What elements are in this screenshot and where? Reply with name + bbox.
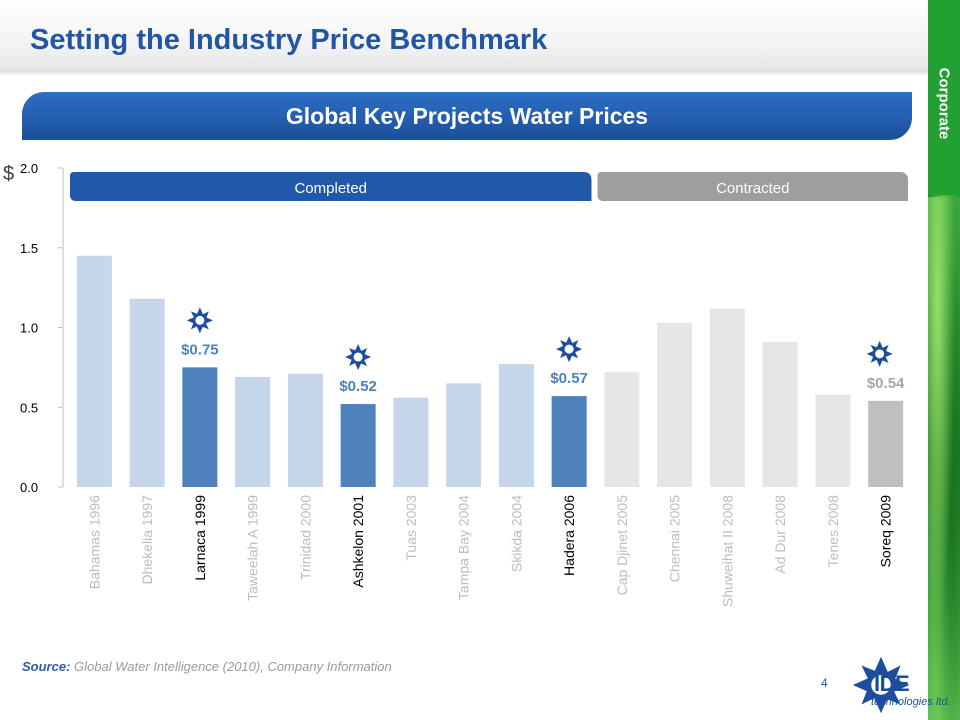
bar (604, 372, 640, 487)
x-tick-label: Ashkelon 2001 (350, 495, 366, 588)
data-label: $0.75 (181, 341, 219, 358)
y-tick-label: 0.5 (20, 400, 38, 415)
bar (446, 383, 482, 487)
side-label: Corporate (928, 18, 960, 188)
x-tick-label: Ad Dur 2008 (772, 495, 788, 574)
bar (235, 376, 271, 487)
chart-subtitle: Global Key Projects Water Prices (285, 102, 649, 129)
y-tick-label: 1.5 (20, 241, 38, 256)
data-label: $0.52 (339, 378, 377, 395)
y-tick-label: 1.0 (20, 321, 38, 336)
bar (287, 373, 323, 487)
bar (709, 308, 745, 487)
x-tick-label: Soreq 2009 (878, 495, 894, 568)
bar (551, 396, 587, 487)
x-tick-label: Tampa Bay 2004 (456, 495, 472, 600)
x-tick-label: Shuweihat II 2008 (719, 495, 735, 607)
side-strip: Corporate (928, 0, 960, 720)
bar (393, 397, 429, 487)
bar (76, 255, 112, 487)
source-note: Source: Global Water Intelligence (2010)… (22, 659, 392, 674)
x-tick-label: Tenes 2008 (825, 495, 841, 568)
x-tick-label: Skikda 2004 (508, 495, 524, 572)
side-label-text: Corporate (935, 67, 953, 139)
source-label: Source: (22, 659, 71, 674)
bar (498, 364, 534, 487)
x-tick-label: Chennai 2005 (667, 495, 683, 582)
group-header-completed (70, 172, 592, 201)
group-header-label: Completed (294, 180, 367, 197)
x-tick-label: Dhekelia 1997 (139, 495, 155, 585)
bar (340, 404, 376, 487)
ide-star-icon (186, 307, 213, 334)
page-number: 4 (821, 676, 828, 690)
y-tick-label: 2.0 (20, 161, 38, 176)
x-tick-label: Bahamas 1996 (86, 495, 102, 589)
bar (129, 298, 165, 487)
data-label: $0.57 (550, 370, 588, 387)
bar (762, 341, 798, 487)
bar (657, 322, 693, 487)
y-tick-label: 0.0 (20, 480, 38, 495)
x-tick-label: Taweelah A 1999 (245, 495, 261, 601)
data-label: $0.54 (867, 375, 905, 392)
x-tick-label: Trinidad 2000 (297, 495, 313, 580)
group-header-label: Contracted (716, 180, 789, 197)
ide-star-icon (866, 340, 893, 367)
header-divider (0, 70, 928, 76)
slide-title: Setting the Industry Price Benchmark (30, 24, 548, 56)
group-header-contracted (597, 172, 908, 201)
bar-chart: 0.0 0.5 1.0 1.5 2.0 $ Completed Contracted Baham… (3, 161, 908, 607)
bar (182, 367, 218, 487)
side-strip-texture (928, 197, 960, 720)
bar (868, 400, 904, 487)
x-tick-label: Hadera 2006 (561, 495, 577, 576)
side-strip-top (928, 0, 960, 195)
y-axis-label: $ (3, 163, 14, 185)
x-tick-label: Tuas 2003 (403, 495, 419, 561)
header-band (0, 0, 928, 70)
logo-text: IDE (874, 671, 910, 696)
subtitle-bar: Global Key Projects Water Prices (22, 92, 912, 140)
logo-subtext: technologies ltd. (871, 696, 951, 708)
x-tick-label: Larnaca 1999 (192, 495, 208, 581)
x-tick-label: Cap Djinet 2005 (614, 495, 630, 596)
ide-star-icon (556, 336, 583, 363)
bar (815, 394, 851, 487)
ide-star-icon (345, 344, 372, 371)
source-text: Global Water Intelligence (2010), Compan… (70, 659, 392, 674)
